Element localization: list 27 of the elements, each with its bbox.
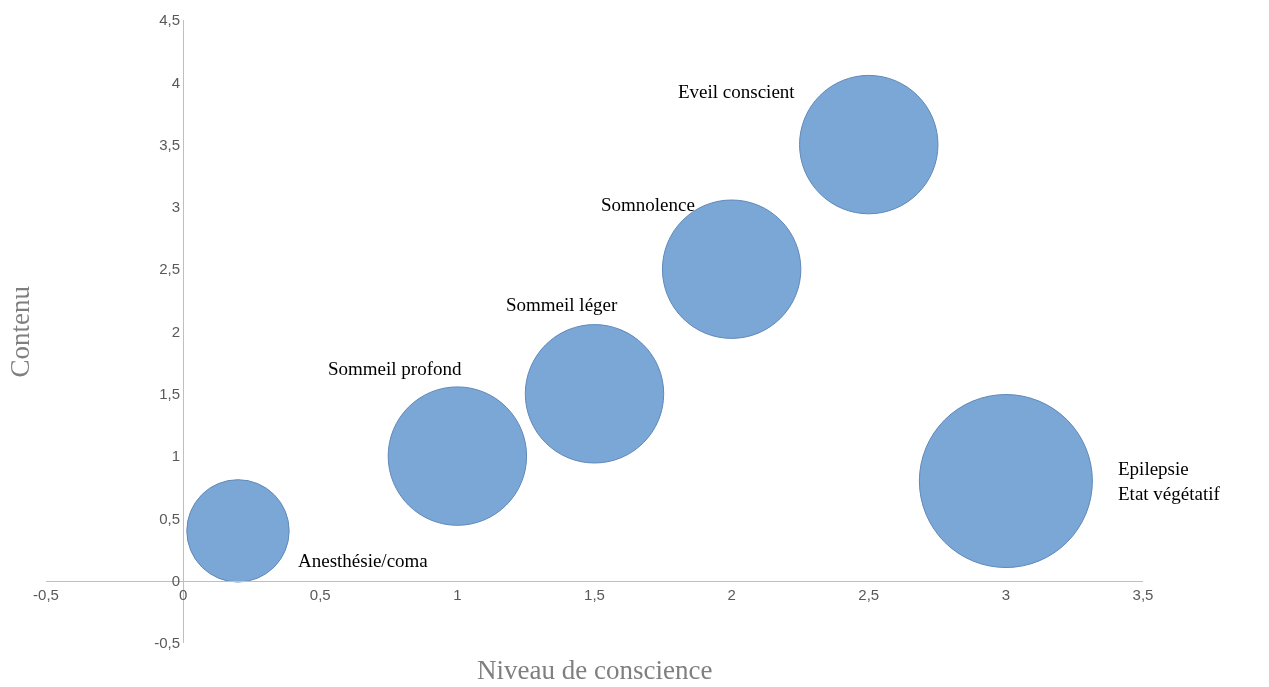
y-tick-label: 2	[171, 322, 181, 340]
annotation: Sommeil léger	[506, 294, 619, 315]
y-tick-label: 1,5	[159, 385, 181, 403]
x-tick-label: 2,5	[858, 585, 880, 603]
y-tick-label: 0	[171, 571, 181, 589]
annotation: Sommeil profond	[328, 358, 463, 379]
x-tick-label: 2	[727, 585, 736, 603]
x-tick-label: 3	[1001, 585, 1011, 603]
annotation: Eveil conscient	[678, 81, 796, 102]
x-tick-label: 0,5	[309, 585, 331, 603]
annotation: Somnolence	[601, 194, 695, 215]
y-tick-label: 3	[171, 198, 181, 216]
x-tick-label: 1,5	[584, 585, 605, 603]
y-tick-label: 4,5	[159, 11, 181, 29]
y-axis-title: Contenu	[4, 285, 35, 378]
x-tick-label: -0,5	[33, 585, 59, 603]
y-tick-label: 3,5	[159, 135, 181, 153]
x-axis-title: Niveau de conscience	[477, 655, 713, 685]
x-tick-label: 3,5	[1132, 585, 1154, 603]
annotation: Epilepsie Etat végétatif	[1118, 458, 1221, 504]
y-tick-label: 2,5	[159, 260, 181, 278]
y-tick-label: 1	[171, 447, 181, 465]
y-tick-label: -0,5	[154, 634, 181, 652]
y-tick-label: 0,5	[159, 509, 181, 527]
y-tick-label: 4	[171, 73, 181, 91]
x-tick-label: 1	[453, 585, 462, 603]
annotation: Anesthésie/coma	[298, 550, 429, 571]
